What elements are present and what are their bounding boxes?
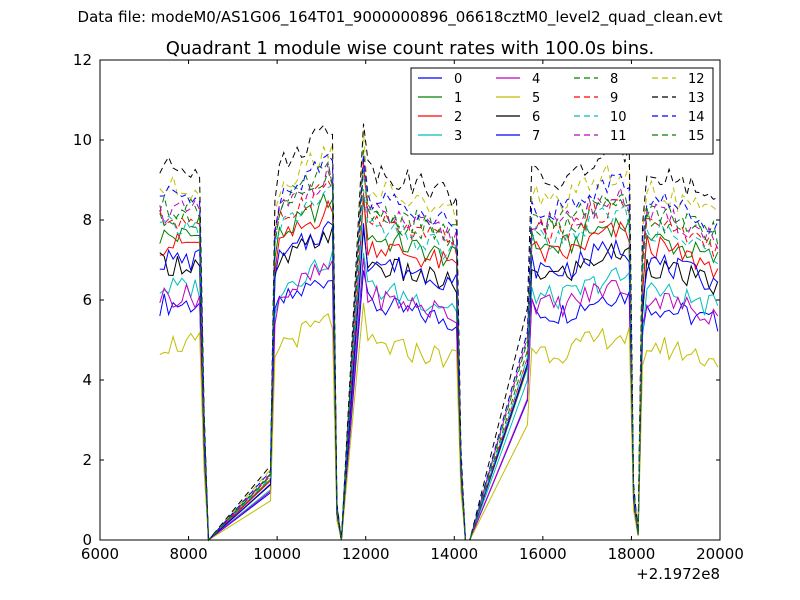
legend-label-15: 15 xyxy=(688,129,705,144)
series-line-9 xyxy=(159,161,719,542)
y-tick-label: 4 xyxy=(82,371,92,389)
series-line-13 xyxy=(159,123,718,542)
series-line-8 xyxy=(159,150,719,542)
legend-label-0: 0 xyxy=(454,72,462,87)
series-line-2 xyxy=(159,193,719,542)
x-tick-label: 12000 xyxy=(342,545,390,563)
series-line-6 xyxy=(159,226,719,542)
x-tick-label: 18000 xyxy=(608,545,656,563)
series-line-15 xyxy=(159,169,718,542)
legend-label-11: 11 xyxy=(610,129,627,144)
y-tick-label: 2 xyxy=(82,451,92,469)
x-tick-label: 16000 xyxy=(519,545,567,563)
y-tick-label: 8 xyxy=(82,211,92,229)
x-tick-label: 10000 xyxy=(253,545,301,563)
legend-box xyxy=(410,67,714,155)
y-tick-label: 0 xyxy=(82,531,92,549)
legend-label-4: 4 xyxy=(532,72,540,87)
series-line-4 xyxy=(159,257,719,541)
series-line-11 xyxy=(159,159,719,542)
legend-label-12: 12 xyxy=(688,72,705,87)
x-offset-label: +2.1972e8 xyxy=(636,565,720,583)
chart-title: Quadrant 1 module wise count rates with … xyxy=(166,38,655,59)
y-tick-label: 10 xyxy=(73,131,92,149)
axis-ticks: 6000 8000 10000 12000 14000 16000 18000 20000 0 2… xyxy=(73,51,744,563)
legend-label-7: 7 xyxy=(532,129,540,144)
legend-label-5: 5 xyxy=(532,91,540,106)
series-line-14 xyxy=(159,153,719,542)
x-tick-label: 14000 xyxy=(430,545,478,563)
series-line-10 xyxy=(159,184,719,542)
series-line-7 xyxy=(159,221,719,542)
legend-label-8: 8 xyxy=(610,72,618,87)
legend-label-10: 10 xyxy=(610,110,627,125)
legend-label-14: 14 xyxy=(688,110,705,125)
x-tick-label: 20000 xyxy=(696,545,744,563)
y-tick-label: 12 xyxy=(73,51,92,69)
legend-label-13: 13 xyxy=(688,91,705,106)
series-line-12 xyxy=(159,130,719,542)
legend-label-9: 9 xyxy=(610,91,618,106)
x-tick-label: 8000 xyxy=(169,545,207,563)
y-tick-label: 6 xyxy=(82,291,92,309)
legend-label-6: 6 xyxy=(532,110,540,125)
series-layer xyxy=(159,123,719,542)
legend-label-1: 1 xyxy=(454,91,462,106)
series-line-3 xyxy=(159,250,719,542)
file-name-title: Data file: modeM0/AS1G06_164T01_90000008… xyxy=(77,8,723,26)
legend-label-2: 2 xyxy=(454,110,462,125)
series-line-5 xyxy=(159,302,719,541)
legend-label-3: 3 xyxy=(454,129,462,144)
x-tick-label: 6000 xyxy=(81,545,119,563)
